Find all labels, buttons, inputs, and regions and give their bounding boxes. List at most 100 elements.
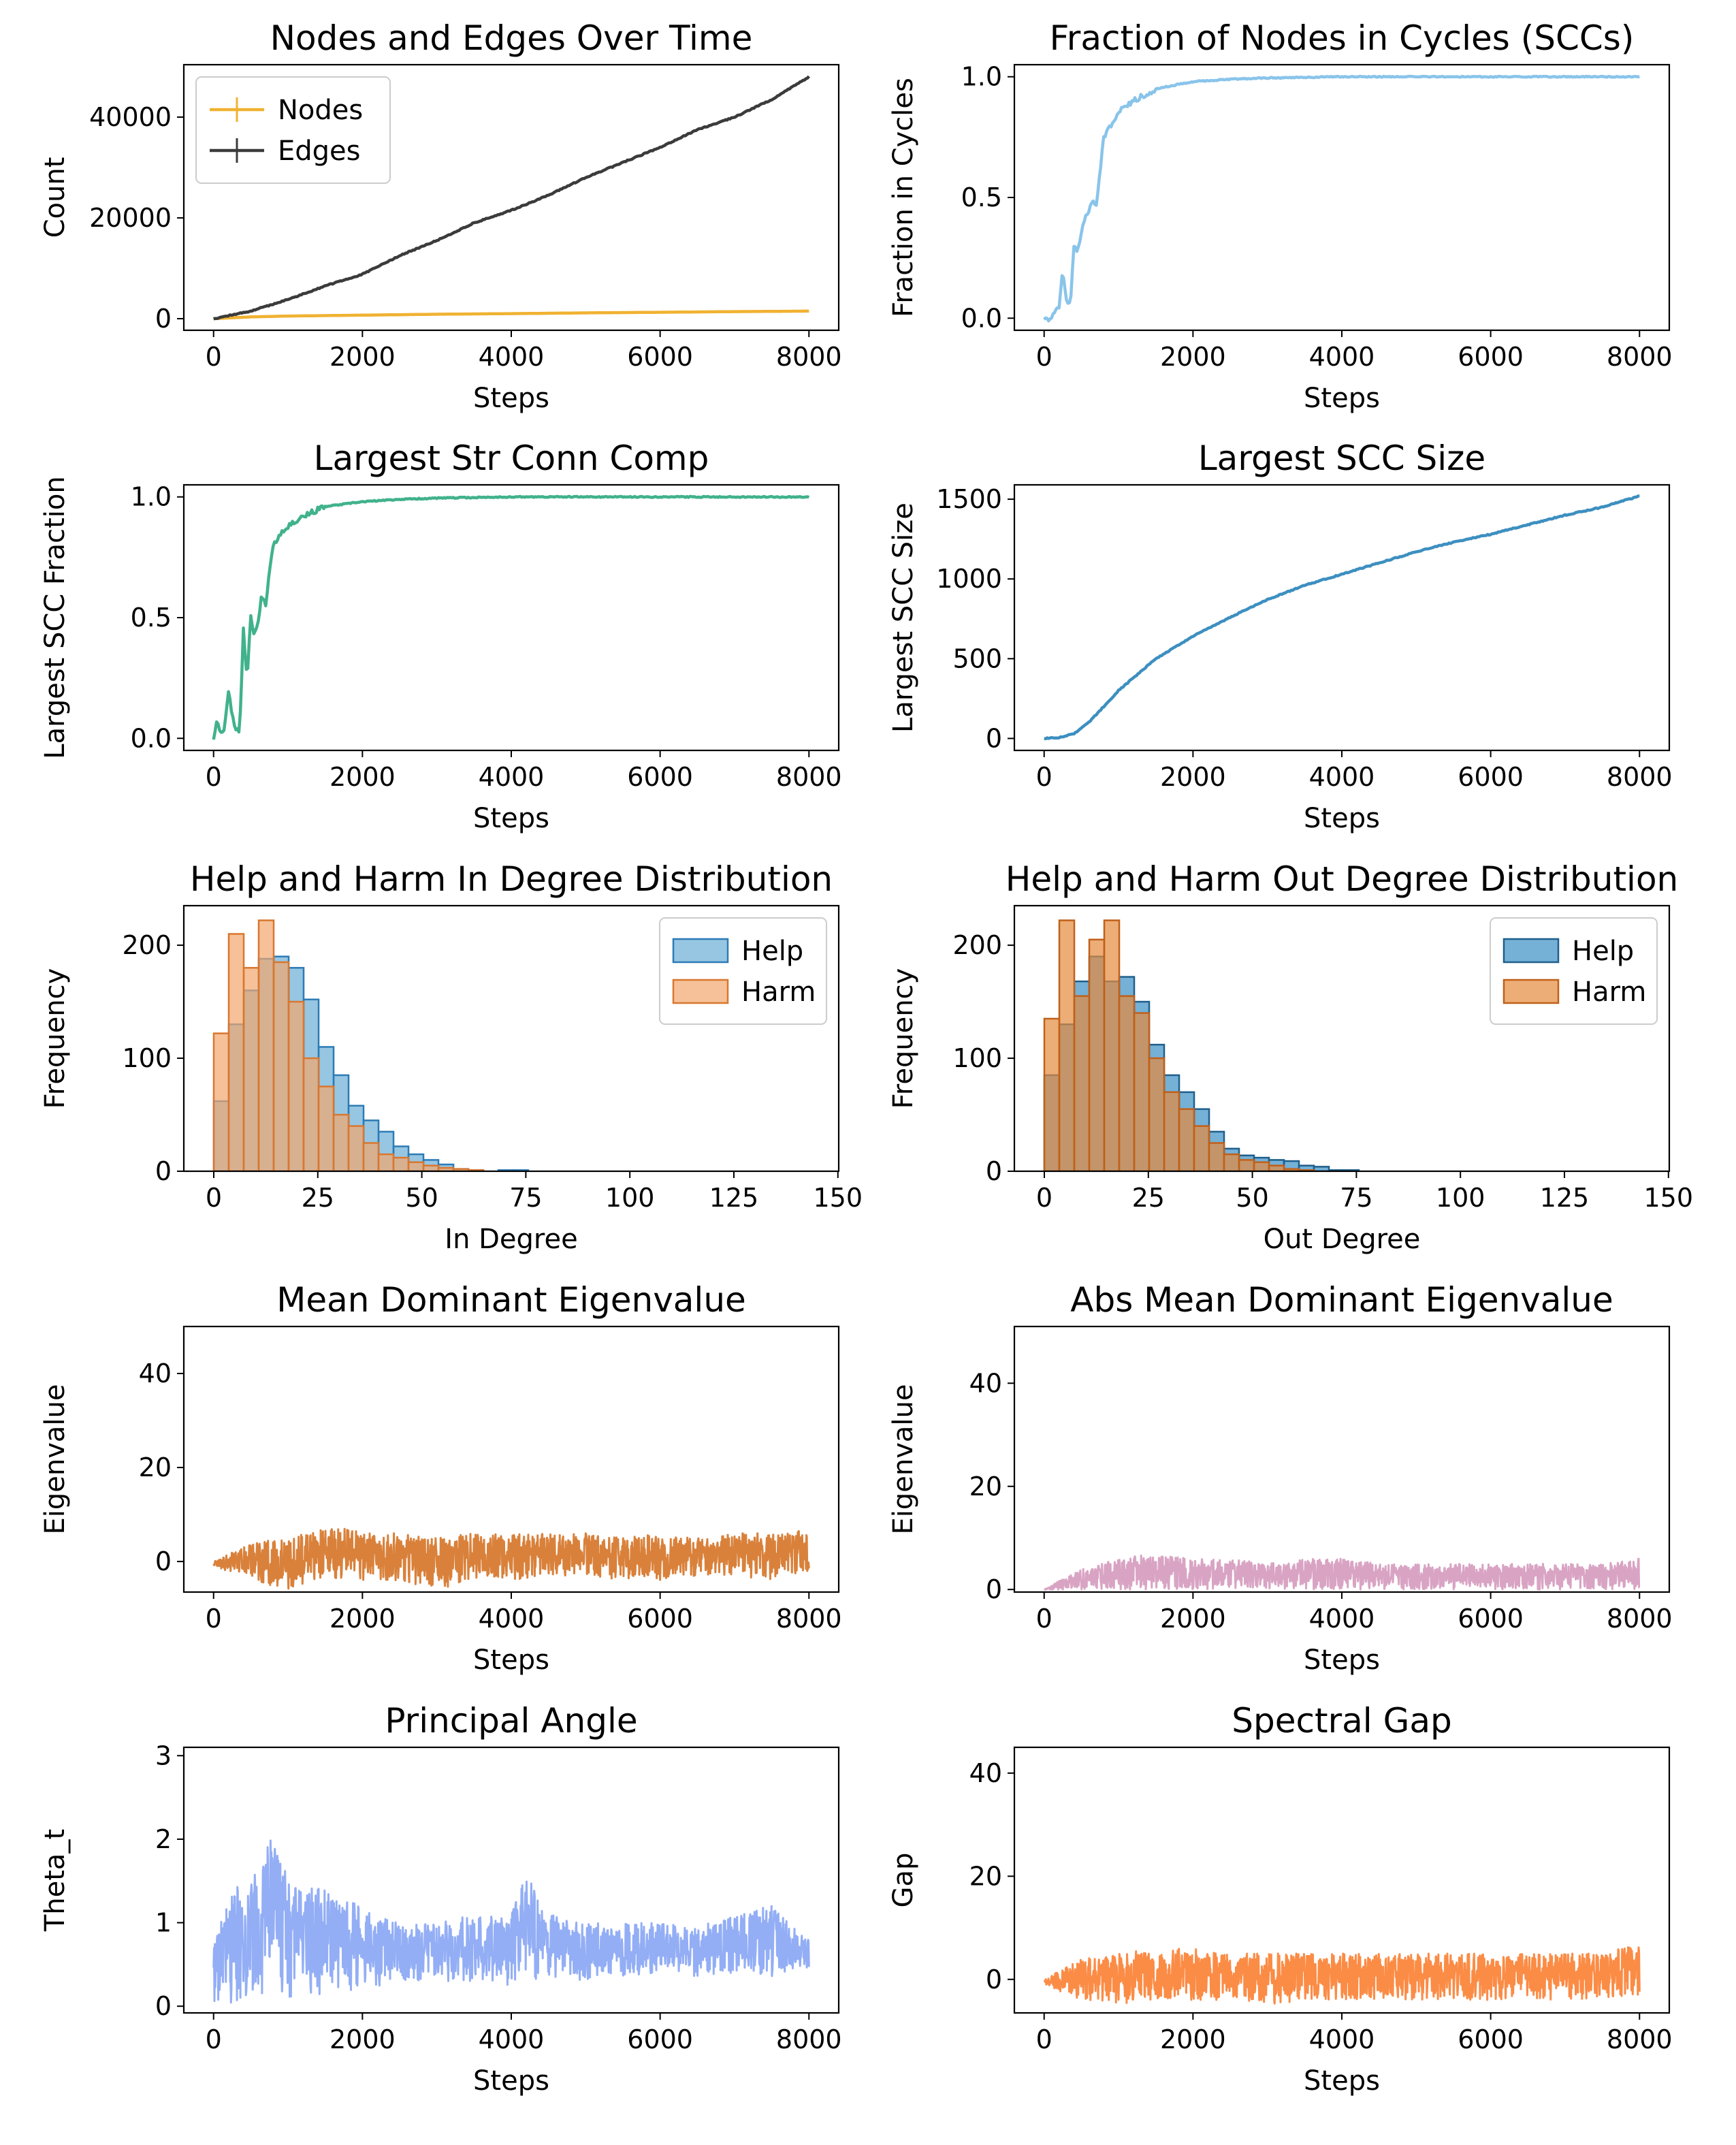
- series-line-largest-scc-fraction: [212, 494, 810, 740]
- x-tick-label: 0: [1036, 342, 1052, 372]
- y-axis-label: Frequency: [888, 968, 919, 1109]
- histogram-bar-harm: [257, 919, 275, 1171]
- y-tick-label: 20: [969, 1472, 1002, 1502]
- legend: Nodes Edges: [195, 76, 391, 184]
- plot-area: [1043, 919, 1360, 1171]
- y-axis-label: Eigenvalue: [888, 1384, 919, 1535]
- chart-title: Help and Harm In Degree Distribution: [190, 859, 833, 899]
- x-tick-label: 2000: [329, 342, 396, 372]
- histogram-bar-harm: [1223, 1153, 1240, 1171]
- histogram-bar-harm: [227, 933, 245, 1171]
- y-tick-label: 1: [155, 1908, 172, 1938]
- plot-area: [212, 1527, 810, 1590]
- x-axis-label: Steps: [473, 2065, 549, 2097]
- y-tick-label: 3: [155, 1741, 172, 1770]
- chart-panel-10: Spectral Gap Steps Gap 0 2000 4000 6000 8000 0 20…: [888, 1701, 1673, 2097]
- y-tick-label: 1500: [936, 484, 1002, 514]
- plot-area: [1043, 1946, 1641, 2005]
- histogram-bar-harm: [1178, 1108, 1195, 1171]
- histogram-bar-harm: [407, 1161, 425, 1171]
- chart-panel-5: Help and Harm In Degree Distribution In D…: [39, 859, 863, 1255]
- y-tick-label: 20: [969, 1861, 1002, 1891]
- x-tick-label: 6000: [627, 1604, 693, 1634]
- legend-label-nodes: Nodes: [278, 95, 363, 126]
- y-tick-label: 0.0: [131, 723, 172, 753]
- x-tick-label: 8000: [776, 2024, 842, 2054]
- x-tick-label: 2000: [1160, 1604, 1226, 1634]
- x-tick-label: 100: [1436, 1183, 1485, 1213]
- x-axis-label: In Degree: [445, 1224, 577, 1255]
- plot-area: [1044, 494, 1640, 741]
- histogram-bar-harm: [377, 1153, 395, 1171]
- x-tick-label: 0: [1036, 2024, 1052, 2054]
- series-harm: [212, 919, 485, 1171]
- histogram-bar-harm: [1058, 919, 1076, 1171]
- x-tick-label: 2000: [329, 762, 396, 792]
- series-line-largest-scc-size: [1044, 494, 1640, 741]
- chart-panel-7: Mean Dominant Eigenvalue Steps Eigenvalue 0…: [39, 1280, 842, 1676]
- x-axis-label: Steps: [1304, 383, 1380, 414]
- histogram-bar-harm: [1193, 1125, 1210, 1171]
- histogram-bar-harm: [422, 1164, 440, 1171]
- plot-area: [212, 919, 530, 1171]
- x-tick-label: 75: [1340, 1183, 1372, 1213]
- y-axis-label: Largest SCC Size: [888, 503, 919, 733]
- x-axis-label: Steps: [473, 383, 549, 414]
- x-tick-label: 8000: [1607, 342, 1673, 372]
- chart-panel-3: Largest Str Conn Comp Steps Largest SCC Fr…: [39, 439, 842, 834]
- x-tick-label: 2000: [1160, 342, 1226, 372]
- x-tick-label: 6000: [1458, 342, 1524, 372]
- x-tick-label: 8000: [776, 1604, 842, 1634]
- histogram-bar-harm: [287, 1000, 305, 1171]
- y-tick-label: 200: [952, 930, 1002, 960]
- y-tick-label: 40: [139, 1358, 172, 1388]
- series-line-fraction-in-cycles: [1043, 74, 1640, 323]
- x-tick-label: 0: [206, 762, 222, 792]
- x-tick-label: 4000: [479, 2024, 545, 2054]
- x-tick-label: 100: [605, 1183, 655, 1213]
- y-tick-label: 20000: [89, 203, 172, 233]
- chart-title: Spectral Gap: [1232, 1701, 1451, 1741]
- y-tick-label: 20: [139, 1452, 172, 1482]
- x-tick-label: 125: [1540, 1183, 1590, 1213]
- y-tick-label: 0.5: [961, 182, 1002, 212]
- series-line-theta-t: [212, 1839, 810, 2004]
- chart-title: Help and Harm Out Degree Distribution: [1006, 859, 1678, 899]
- x-tick-label: 6000: [1458, 1604, 1524, 1634]
- x-tick-label: 0: [206, 342, 222, 372]
- series-line-gap: [1043, 1946, 1641, 2005]
- chart-title: Abs Mean Dominant Eigenvalue: [1070, 1280, 1613, 1320]
- x-tick-label: 0: [1036, 762, 1052, 792]
- plot-area: [1043, 74, 1640, 323]
- chart-title: Largest SCC Size: [1198, 439, 1485, 478]
- x-tick-label: 4000: [1309, 1604, 1375, 1634]
- y-tick-label: 40: [969, 1758, 1002, 1788]
- x-tick-label: 6000: [1458, 762, 1524, 792]
- x-tick-label: 2000: [1160, 2024, 1226, 2054]
- x-axis-label: Steps: [1304, 1644, 1380, 1676]
- chart-panel-2: Fraction of Nodes in Cycles (SCCs) Steps F…: [888, 18, 1673, 414]
- plot-area: [212, 1839, 810, 2004]
- histogram-bar-harm: [1238, 1159, 1255, 1171]
- plot-frame: [182, 483, 840, 752]
- plot-frame: [1013, 904, 1671, 1173]
- y-tick-label: 0: [986, 1965, 1002, 1995]
- x-tick-label: 150: [1644, 1183, 1694, 1213]
- histogram-bar-harm: [272, 961, 290, 1171]
- histogram-bar-harm: [242, 967, 260, 1171]
- plot-frame: [182, 904, 840, 1173]
- histogram-bar-harm: [392, 1156, 410, 1171]
- histogram-bar-harm: [1133, 1012, 1151, 1171]
- chart-title: Fraction of Nodes in Cycles (SCCs): [1050, 18, 1635, 58]
- x-tick-label: 6000: [627, 342, 693, 372]
- x-tick-label: 2000: [1160, 762, 1226, 792]
- x-axis-label: Steps: [473, 1644, 549, 1676]
- y-tick-label: 0: [986, 1156, 1002, 1186]
- y-tick-label: 0: [986, 723, 1002, 753]
- chart-panel-6: Help and Harm Out Degree Distribution Out…: [888, 859, 1693, 1255]
- y-axis-label: Count: [39, 157, 71, 238]
- series-line-eigenvalue: [212, 1527, 810, 1590]
- y-axis-label: Gap: [888, 1853, 919, 1908]
- legend-label-harm: Harm: [1572, 976, 1646, 1008]
